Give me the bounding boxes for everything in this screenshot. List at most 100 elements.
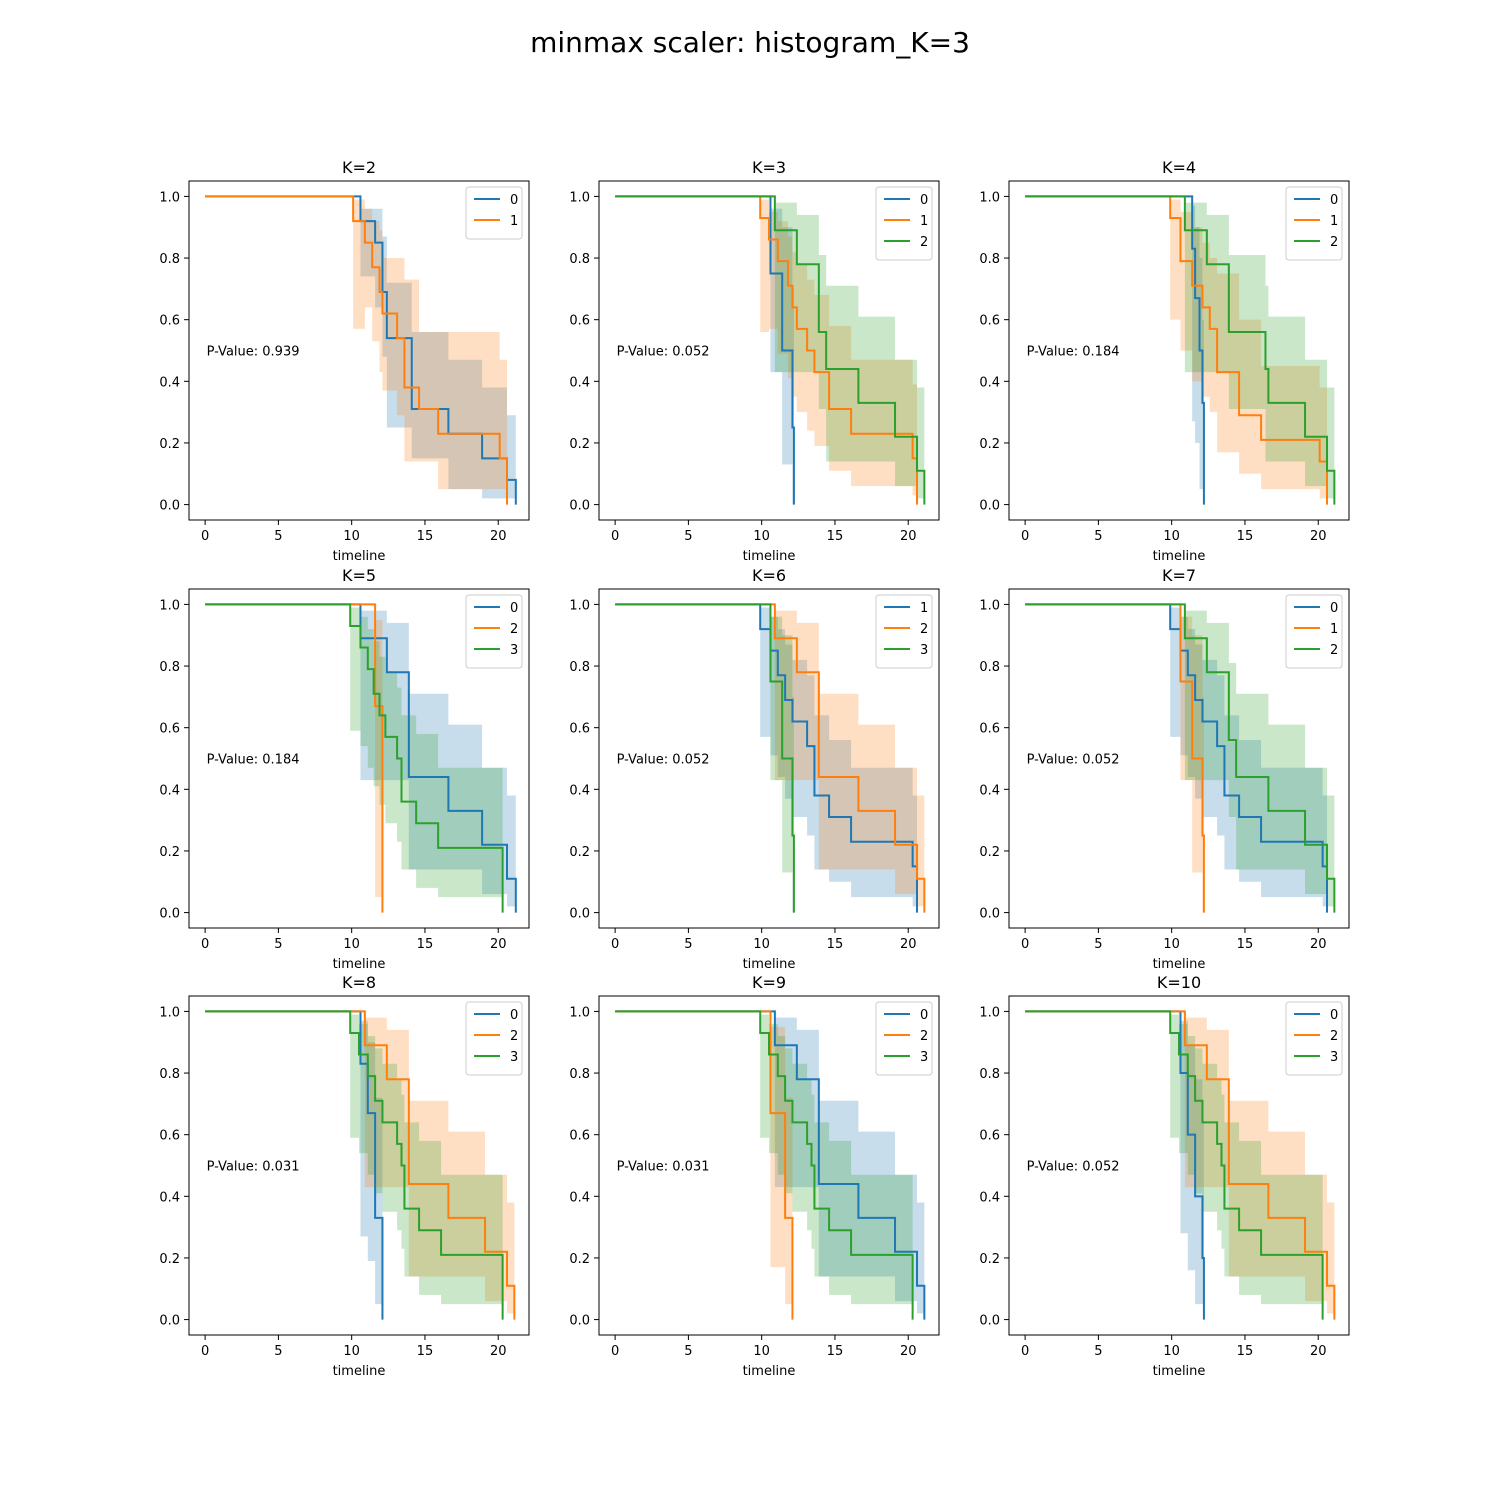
y-tick-label: 0.8 (569, 660, 590, 675)
survival-curve-2 (615, 195, 926, 505)
y-tick-label: 0.0 (159, 1314, 180, 1329)
figure-title: minmax scaler: histogram_K=3 (530, 26, 970, 59)
x-tick-label: 5 (274, 937, 282, 952)
legend-label-0: 0 (1330, 601, 1338, 616)
survival-curve-1 (205, 195, 509, 505)
p-value-annotation: P-Value: 0.052 (1027, 753, 1120, 768)
x-tick-label: 5 (274, 529, 282, 544)
y-tick-label: 0.4 (979, 375, 1000, 390)
y-tick-label: 0.0 (979, 499, 1000, 514)
y-tick-label: 0.2 (979, 1252, 1000, 1267)
subplot-title: K=3 (752, 158, 786, 177)
legend-label-3: 3 (510, 1050, 518, 1065)
x-tick-label: 0 (1021, 937, 1029, 952)
x-tick-label: 15 (417, 529, 434, 544)
y-tick-label: 0.2 (979, 437, 1000, 452)
x-tick-label: 0 (1021, 1344, 1029, 1359)
x-axis-label: timeline (1153, 957, 1206, 972)
legend-label-1: 1 (920, 601, 928, 616)
y-tick-label: 0.6 (159, 314, 180, 329)
x-tick-label: 10 (1163, 937, 1180, 952)
y-tick-label: 0.0 (979, 1314, 1000, 1329)
x-tick-label: 5 (684, 1344, 692, 1359)
y-tick-label: 0.8 (569, 1067, 590, 1082)
legend-label-1: 1 (510, 214, 518, 229)
x-tick-label: 5 (1094, 1344, 1102, 1359)
x-tick-label: 0 (611, 937, 619, 952)
legend-label-2: 2 (1330, 1029, 1338, 1044)
x-tick-label: 15 (827, 1344, 844, 1359)
survival-curve-3 (1025, 1010, 1324, 1320)
y-tick-label: 0.2 (569, 1252, 590, 1267)
y-tick-label: 0.8 (979, 660, 1000, 675)
survival-curve-2 (205, 1010, 516, 1320)
x-axis-label: timeline (333, 1364, 386, 1379)
survival-curve-2 (615, 1010, 794, 1320)
y-tick-label: 0.6 (979, 1129, 1000, 1144)
subplot-panel-5: 0 5 10 15 20 0.0 0.2 0.4 0.6 0.8 1.0 K=6 timeline P-V… (569, 566, 940, 972)
y-tick-label: 1.0 (569, 1005, 590, 1020)
x-tick-label: 5 (684, 529, 692, 544)
survival-curve-0 (615, 1010, 926, 1320)
confidence-band-2 (1184, 604, 1335, 913)
legend-label-3: 3 (1330, 1050, 1338, 1065)
survival-curve-0 (1025, 195, 1205, 505)
legend-label-2: 2 (510, 622, 518, 637)
confidence-band-2 (774, 604, 925, 913)
y-tick-label: 0.4 (979, 1190, 1000, 1205)
x-tick-label: 15 (1237, 529, 1254, 544)
axes-frame (188, 588, 530, 929)
x-tick-label: 15 (417, 937, 434, 952)
y-tick-label: 1.0 (979, 190, 1000, 205)
legend-label-3: 3 (510, 643, 518, 658)
y-tick-label: 1.0 (569, 190, 590, 205)
legend-label-2: 2 (1330, 643, 1338, 658)
subplot-panel-9: 0 5 10 15 200.00.20.40.60.81.0K=10timelineP-… (979, 973, 1350, 1379)
subplot-panel-7: 0 5 10 15 200.00.20.40.60.81.0K=8timelineP-V… (159, 973, 530, 1379)
p-value-annotation: P-Value: 0.031 (207, 1160, 300, 1175)
legend-label-2: 2 (1330, 235, 1338, 250)
y-tick-label: 0.6 (159, 1129, 180, 1144)
y-tick-label: 0.6 (159, 722, 180, 737)
y-tick-label: 0.0 (159, 907, 180, 922)
y-tick-label: 0.4 (569, 783, 590, 798)
confidence-band-3 (350, 604, 503, 913)
legend-label-0: 0 (510, 601, 518, 616)
x-tick-label: 0 (1021, 529, 1029, 544)
x-tick-label: 5 (1094, 529, 1102, 544)
y-tick-label: 0.0 (159, 499, 180, 514)
survival-curve-0 (205, 603, 517, 913)
axes-frame (598, 588, 940, 929)
subplot-title: K=5 (342, 566, 376, 585)
legend-label-1: 1 (1330, 214, 1338, 229)
legend-label-1: 1 (920, 214, 928, 229)
y-tick-label: 0.4 (979, 783, 1000, 798)
y-tick-label: 0.0 (569, 907, 590, 922)
subplot-title: K=4 (1162, 158, 1196, 177)
axes-frame (1008, 995, 1350, 1336)
y-tick-label: 0.6 (979, 722, 1000, 737)
subplot-title: K=2 (342, 158, 376, 177)
y-tick-label: 0.6 (569, 1129, 590, 1144)
x-tick-label: 0 (611, 1344, 619, 1359)
y-tick-label: 0.8 (159, 252, 180, 267)
x-tick-label: 10 (343, 937, 360, 952)
x-axis-label: timeline (1153, 549, 1206, 564)
confidence-band-0 (360, 604, 516, 913)
x-tick-label: 10 (1163, 529, 1180, 544)
x-tick-label: 20 (490, 529, 507, 544)
y-tick-label: 1.0 (159, 598, 180, 613)
subplot-panel-6: 0 5 10 15 200.00.20.40.60.81.0K=7timelineP-V… (979, 566, 1350, 972)
legend-label-0: 0 (1330, 1008, 1338, 1023)
y-tick-label: 0.2 (159, 437, 180, 452)
y-tick-label: 0.6 (569, 314, 590, 329)
x-tick-label: 10 (753, 529, 770, 544)
confidence-band-0 (360, 196, 516, 499)
confidence-band-1 (760, 604, 918, 913)
confidence-band-2 (1184, 196, 1335, 505)
x-tick-label: 0 (201, 529, 209, 544)
x-tick-label: 5 (684, 937, 692, 952)
x-tick-label: 10 (753, 1344, 770, 1359)
subplot-title: K=7 (1162, 566, 1196, 585)
legend-label-2: 2 (920, 1029, 928, 1044)
